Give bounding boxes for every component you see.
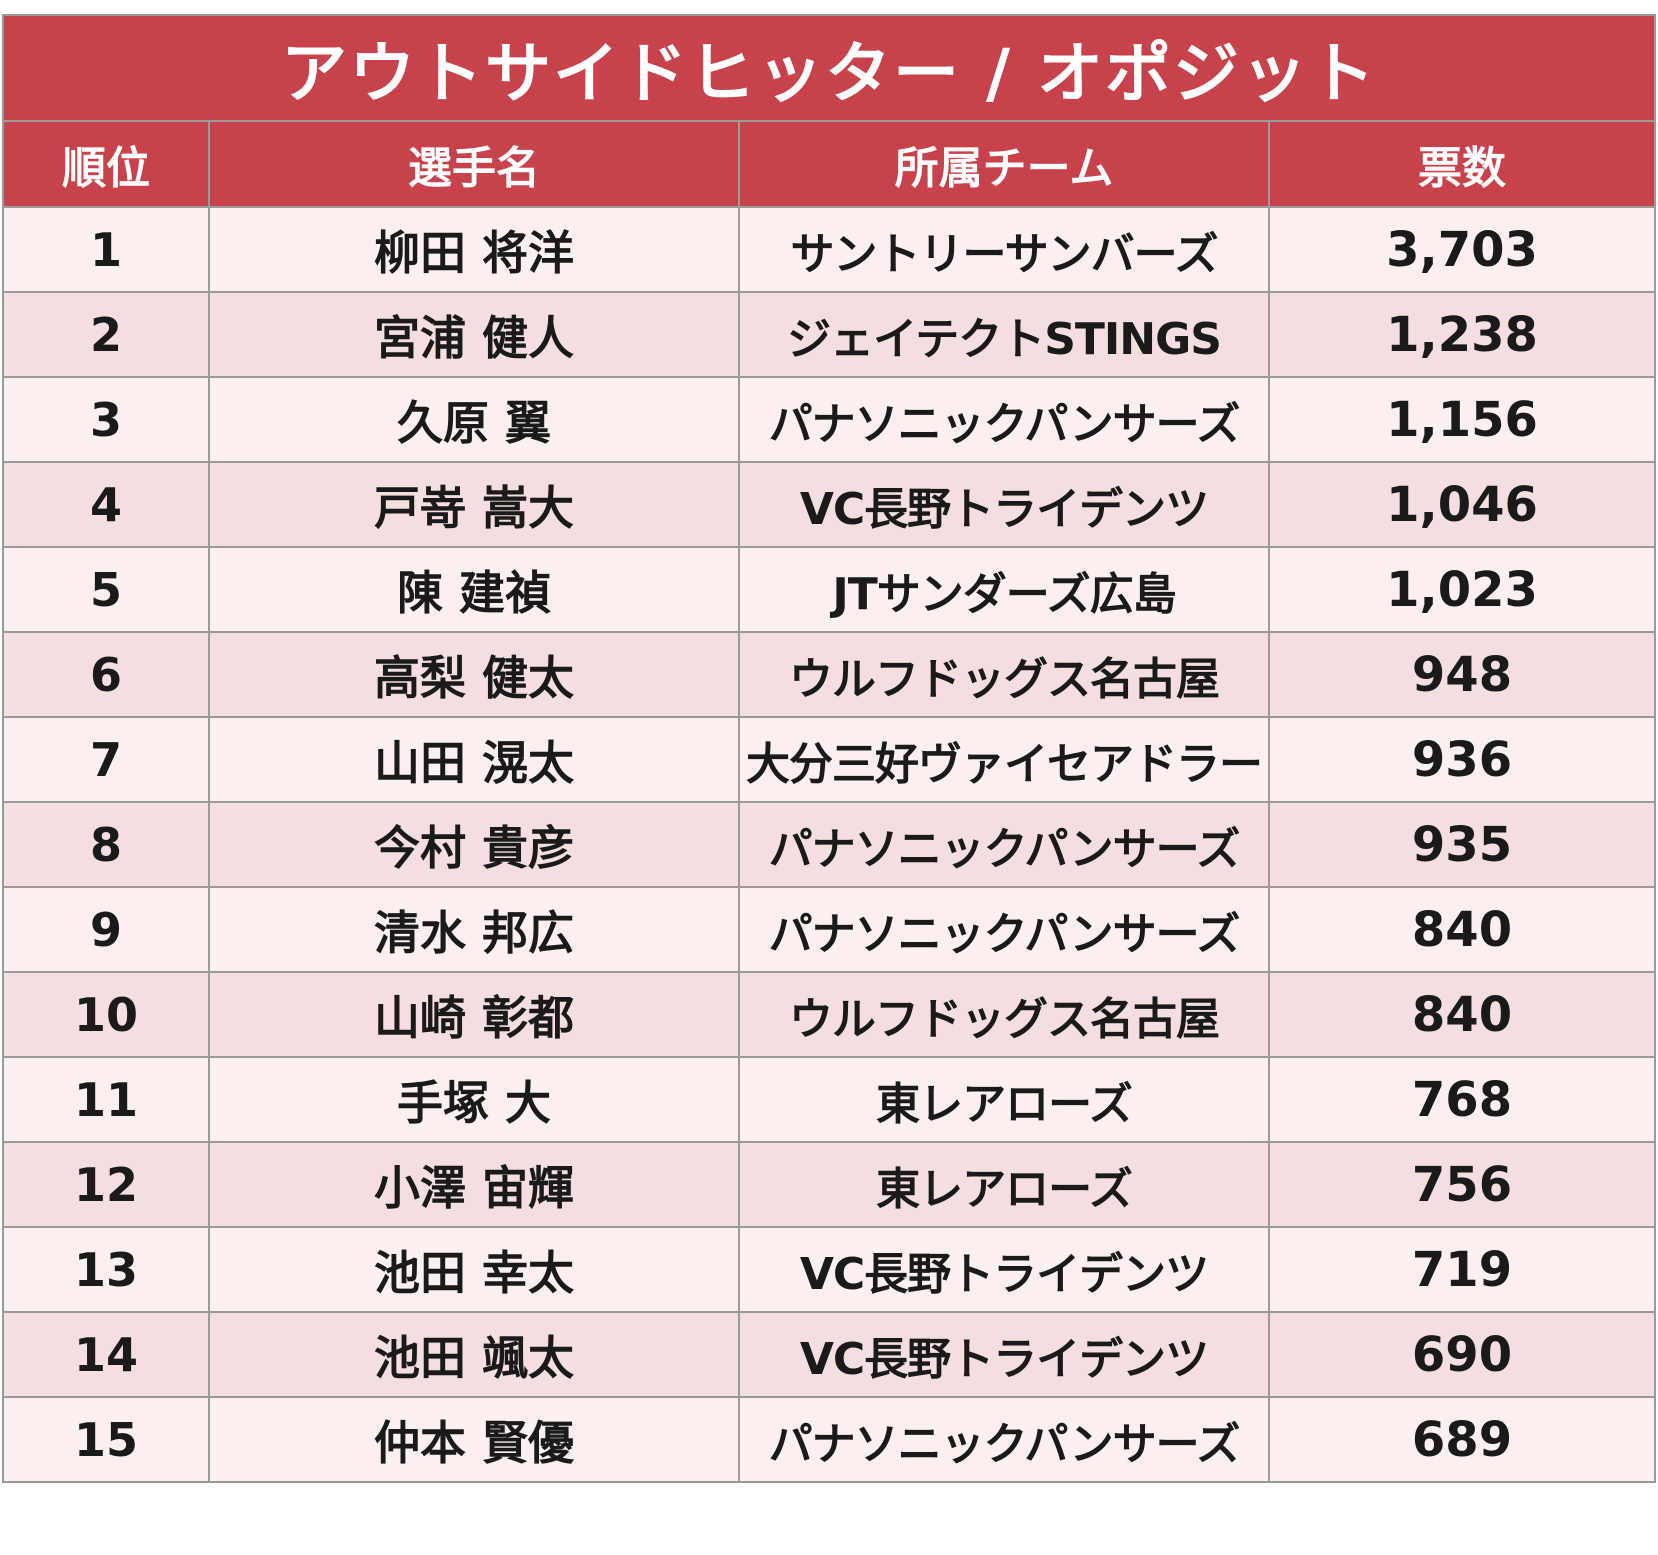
table-row: 7 山田 滉太 大分三好ヴァイセアドラー 936 xyxy=(2,716,1656,803)
team-name-cell: パナソニックパンサーズ xyxy=(738,801,1270,888)
vote-count-cell: 690 xyxy=(1268,1311,1656,1398)
vote-count-cell: 1,156 xyxy=(1268,376,1656,463)
rank-cell: 7 xyxy=(2,716,210,803)
player-name-cell: 高梨 健太 xyxy=(208,631,740,718)
team-name-cell: パナソニックパンサーズ xyxy=(738,376,1270,463)
table-row: 3 久原 翼パナソニックパンサーズ 1,156 xyxy=(2,376,1656,463)
header-votes: 票数 xyxy=(1268,120,1656,208)
team-name-cell: 東レアローズ xyxy=(738,1141,1270,1228)
rank-cell: 3 xyxy=(2,376,210,463)
player-name-cell: 今村 貴彦 xyxy=(208,801,740,888)
team-name-cell: サントリーサンバーズ xyxy=(738,206,1270,293)
player-name-cell: 柳田 将洋 xyxy=(208,206,740,293)
rank-cell: 14 xyxy=(2,1311,210,1398)
player-name-cell: 仲本 賢優 xyxy=(208,1396,740,1483)
vote-count-cell: 936 xyxy=(1268,716,1656,803)
table-row: 11 手塚 大東レアローズ 768 xyxy=(2,1056,1656,1143)
ranking-table: アウトサイドヒッター / オポジット 順位 選手名 所属チーム 票数 1 柳田 将… xyxy=(2,14,1656,1483)
header-rank: 順位 xyxy=(2,120,210,208)
player-name-cell: 久原 翼 xyxy=(208,376,740,463)
vote-count-cell: 719 xyxy=(1268,1226,1656,1313)
team-name-cell: パナソニックパンサーズ xyxy=(738,1396,1270,1483)
rank-cell: 5 xyxy=(2,546,210,633)
title-row: アウトサイドヒッター / オポジット xyxy=(2,14,1656,122)
header-row: 順位 選手名 所属チーム 票数 xyxy=(2,120,1656,208)
player-name-cell: 陳 建禎 xyxy=(208,546,740,633)
rank-cell: 2 xyxy=(2,291,210,378)
player-name-cell: 池田 颯太 xyxy=(208,1311,740,1398)
team-name-cell: 東レアローズ xyxy=(738,1056,1270,1143)
player-name-cell: 戸嵜 嵩大 xyxy=(208,461,740,548)
player-name-cell: 山崎 彰都 xyxy=(208,971,740,1058)
vote-count-cell: 689 xyxy=(1268,1396,1656,1483)
team-name-cell: VC長野トライデンツ xyxy=(738,461,1270,548)
rank-cell: 15 xyxy=(2,1396,210,1483)
player-name-cell: 手塚 大 xyxy=(208,1056,740,1143)
vote-count-cell: 3,703 xyxy=(1268,206,1656,293)
table-row: 12 小澤 宙輝 東レアローズ 756 xyxy=(2,1141,1656,1228)
team-name-cell: ウルフドッグス名古屋 xyxy=(738,971,1270,1058)
team-name-cell: VC長野トライデンツ xyxy=(738,1311,1270,1398)
player-name-cell: 小澤 宙輝 xyxy=(208,1141,740,1228)
player-name-cell: 宮浦 健人 xyxy=(208,291,740,378)
vote-count-cell: 840 xyxy=(1268,886,1656,973)
player-name-cell: 清水 邦広 xyxy=(208,886,740,973)
table-row: 2 宮浦 健人 ジェイテクトSTINGS 1,238 xyxy=(2,291,1656,378)
player-name-cell: 池田 幸太 xyxy=(208,1226,740,1313)
table-row: 15 仲本 賢優 パナソニックパンサーズ 689 xyxy=(2,1396,1656,1483)
team-name-cell: VC長野トライデンツ xyxy=(738,1226,1270,1313)
header-team: 所属チーム xyxy=(738,120,1270,208)
table-row: 13 池田 幸太 VC長野トライデンツ 719 xyxy=(2,1226,1656,1313)
rank-cell: 13 xyxy=(2,1226,210,1313)
rank-cell: 6 xyxy=(2,631,210,718)
rank-cell: 1 xyxy=(2,206,210,293)
vote-count-cell: 1,046 xyxy=(1268,461,1656,548)
vote-count-cell: 1,023 xyxy=(1268,546,1656,633)
table-row: 8 今村 貴彦 パナソニックパンサーズ 935 xyxy=(2,801,1656,888)
vote-count-cell: 768 xyxy=(1268,1056,1656,1143)
table-row: 14 池田 颯太 VC長野トライデンツ 690 xyxy=(2,1311,1656,1398)
table-row: 10 山崎 彰都 ウルフドッグス名古屋 840 xyxy=(2,971,1656,1058)
rank-cell: 4 xyxy=(2,461,210,548)
table-row: 9 清水 邦広 パナソニックパンサーズ 840 xyxy=(2,886,1656,973)
rank-cell: 11 xyxy=(2,1056,210,1143)
player-name-cell: 山田 滉太 xyxy=(208,716,740,803)
rank-cell: 12 xyxy=(2,1141,210,1228)
rank-cell: 8 xyxy=(2,801,210,888)
table-row: 4 戸嵜 嵩大 VC長野トライデンツ 1,046 xyxy=(2,461,1656,548)
vote-count-cell: 1,238 xyxy=(1268,291,1656,378)
team-name-cell: JTサンダーズ広島 xyxy=(738,546,1270,633)
rank-cell: 10 xyxy=(2,971,210,1058)
team-name-cell: パナソニックパンサーズ xyxy=(738,886,1270,973)
vote-count-cell: 948 xyxy=(1268,631,1656,718)
table-row: 6 高梨 健太 ウルフドッグス名古屋 948 xyxy=(2,631,1656,718)
table-row: 1 柳田 将洋 サントリーサンバーズ 3,703 xyxy=(2,206,1656,293)
header-player: 選手名 xyxy=(208,120,740,208)
team-name-cell: ジェイテクトSTINGS xyxy=(738,291,1270,378)
table-title: アウトサイドヒッター / オポジット xyxy=(2,14,1656,122)
rank-cell: 9 xyxy=(2,886,210,973)
vote-count-cell: 756 xyxy=(1268,1141,1656,1228)
team-name-cell: ウルフドッグス名古屋 xyxy=(738,631,1270,718)
vote-count-cell: 840 xyxy=(1268,971,1656,1058)
table-body: 1 柳田 将洋 サントリーサンバーズ 3,703 2 宮浦 健人 ジェイテクトSTINGS 1… xyxy=(2,206,1656,1483)
team-name-cell: 大分三好ヴァイセアドラー xyxy=(738,716,1270,803)
vote-count-cell: 935 xyxy=(1268,801,1656,888)
